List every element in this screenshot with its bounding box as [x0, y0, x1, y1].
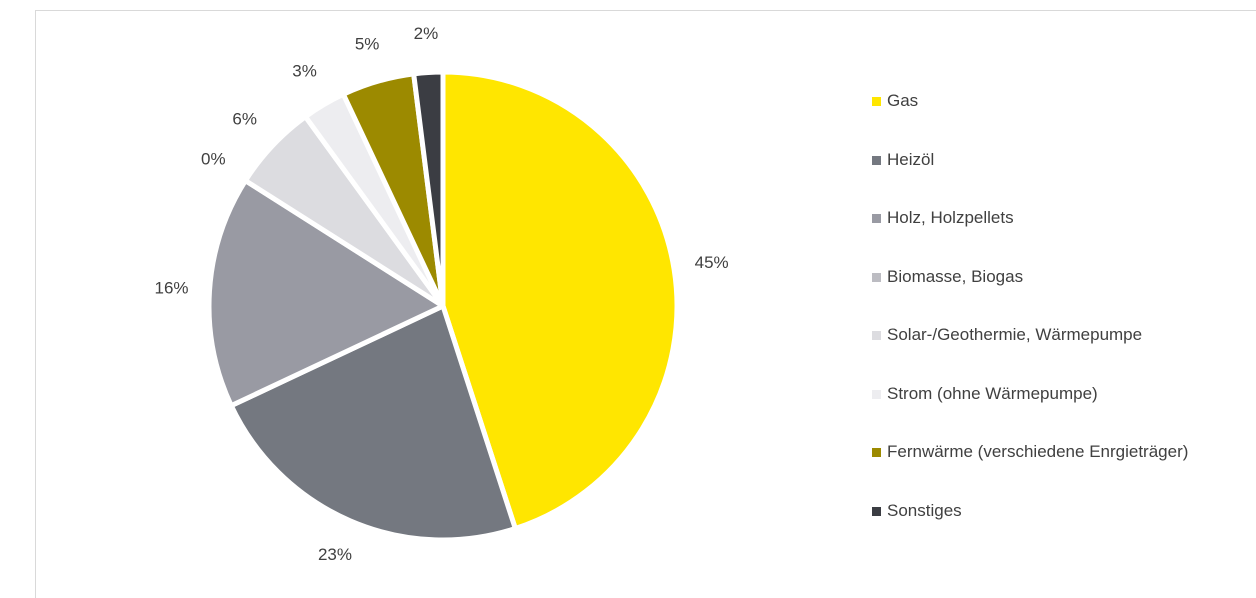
data-label: 6%: [232, 109, 257, 128]
legend-swatch: [872, 214, 881, 223]
legend-item: Biomasse, Biogas: [872, 263, 1232, 291]
legend-swatch: [872, 97, 881, 106]
data-label: 2%: [414, 24, 439, 43]
data-label: 5%: [355, 34, 380, 53]
legend-item: Fernwärme (verschiedene Enrgieträger): [872, 438, 1232, 466]
pie-slice: [206, 178, 446, 409]
legend-item: Strom (ohne Wärmepumpe): [872, 380, 1232, 408]
legend-swatch: [872, 448, 881, 457]
legend-item: Holz, Holzpellets: [872, 204, 1232, 232]
data-label: 0%: [201, 150, 226, 169]
legend-label: Fernwärme (verschiedene Enrgieträger): [887, 442, 1189, 461]
legend-label: Sonstiges: [887, 500, 962, 520]
pie-slice: [228, 303, 518, 543]
legend-swatch: [872, 389, 881, 399]
legend-item: Solar-/Geothermie, Wärmepumpe: [872, 321, 1232, 349]
data-label: 23%: [318, 545, 352, 564]
data-label: 16%: [155, 278, 189, 297]
frame: [35, 10, 1256, 598]
legend-swatch: [872, 272, 881, 282]
data-label: 45%: [695, 253, 729, 272]
pie-slice: [411, 69, 446, 309]
legend-label: Holz, Holzpellets: [887, 208, 1014, 227]
legend-swatch: [872, 506, 881, 516]
legend-item: Gas: [872, 87, 1232, 115]
legend-swatch: [872, 155, 881, 165]
legend-item: Heizöl: [872, 146, 1232, 174]
legend-swatch: [872, 331, 881, 340]
legend-label: Gas: [887, 91, 919, 110]
legend-label: Strom (ohne Wärmepumpe): [887, 383, 1098, 403]
legend-label: Biomasse, Biogas: [887, 266, 1024, 286]
legend-item: Sonstiges: [872, 497, 1232, 525]
legend-label: Solar-/Geothermie, Wärmepumpe: [887, 325, 1143, 344]
data-label: 3%: [292, 61, 317, 80]
legend-label: Heizöl: [887, 149, 935, 169]
pie-slice: [440, 69, 680, 532]
